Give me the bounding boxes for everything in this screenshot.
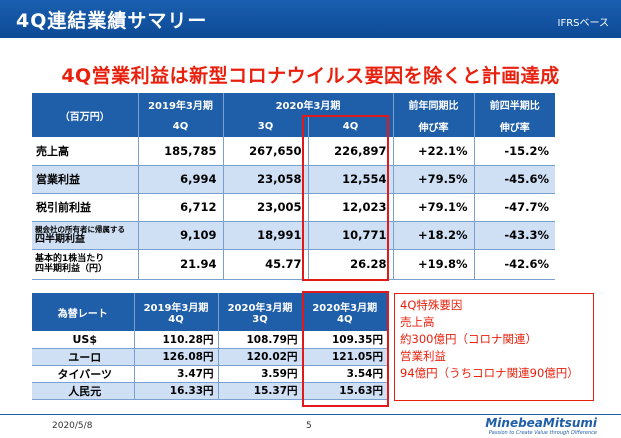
cell-value: 23,005 (222, 193, 308, 222)
cell-value: +22.1% (392, 137, 474, 166)
fx-table: 為替レート 2019年3月期 4Q 2020年3月期 3Q 2020年3月期 4… (32, 293, 387, 400)
fx-cell: 121.05円 (301, 348, 387, 366)
cell-value: 10,771 (307, 221, 393, 250)
row-label-line2: 四半期利益（円） (35, 264, 108, 274)
qoq-subheader: 伸び率 (473, 115, 555, 137)
title-bar: 4Q連結業績サマリー IFRSベース (0, 0, 621, 38)
fx-cell: 3.54円 (301, 365, 387, 383)
unit-header: （百万円） (32, 93, 138, 137)
special-op-label: 営業利益 (400, 349, 446, 363)
row-label: 営業利益 (32, 165, 138, 194)
table-row: 基本的1株当たり 四半期利益（円） 21.94 45.77 26.28 +19.… (32, 249, 555, 280)
table-row: 親会社の所有者に帰属する 四半期利益 9,109 18,991 10,771 +… (32, 221, 555, 250)
results-table: （百万円） 2019年3月期 2020年3月期 前年同期比 前四半期比 4Q 3… (32, 93, 555, 280)
fy19-header: 2019年3月期 (137, 93, 223, 115)
cell-value: 45.77 (222, 249, 308, 280)
cell-value: -43.3% (473, 221, 555, 250)
yoy-header: 前年同期比 (392, 93, 474, 115)
cell-value: -42.6% (473, 249, 555, 280)
table-row: タイバーツ 3.47円 3.59円 3.54円 (32, 365, 387, 383)
fx-cell: 15.37円 (217, 382, 302, 400)
fx-row-label: タイバーツ (32, 365, 134, 383)
fx-cell: 15.63円 (301, 382, 387, 400)
table-row: US$ 110.28円 108.79円 109.35円 (32, 331, 387, 349)
fx-cell: 120.02円 (217, 348, 302, 366)
row-label-line1: 基本的1株当たり (35, 254, 105, 264)
fx-cell: 110.28円 (133, 331, 218, 349)
cell-value: 226,897 (307, 137, 393, 166)
fx-cell: 109.35円 (301, 331, 387, 349)
cell-value: 185,785 (137, 137, 223, 166)
q3-20-subheader: 3Q (222, 115, 308, 137)
fx-col1-quarter: 4Q (168, 314, 184, 325)
company-logo: MinebeaMitsumi Passion to Create Value t… (485, 416, 597, 436)
cell-value: -45.6% (473, 165, 555, 194)
row-label: 基本的1株当たり 四半期利益（円） (32, 249, 138, 280)
row-label-line2: 四半期利益 (35, 234, 85, 245)
fx-row-label: US$ (32, 331, 134, 349)
fx-cell: 3.59円 (217, 365, 302, 383)
footer-divider (0, 414, 621, 415)
cell-value: 23,058 (222, 165, 308, 194)
footer-date: 2020/5/8 (52, 421, 93, 431)
cell-value: +79.5% (392, 165, 474, 194)
fx-row-label: ユーロ (32, 348, 134, 366)
fx-col2-quarter: 3Q (252, 314, 268, 325)
special-factors-box: 4Q特殊要因 売上高 約300億円（コロナ関連） 営業利益 94億円（うちコロナ… (394, 293, 594, 401)
special-sales-value: 約300億円（コロナ関連） (400, 332, 537, 346)
special-title: 4Q特殊要因 (400, 298, 463, 312)
cell-value: -15.2% (473, 137, 555, 166)
table-row: 売上高 185,785 267,650 226,897 +22.1% -15.2… (32, 137, 555, 166)
cell-value: +79.1% (392, 193, 474, 222)
fx-col2-year: 2020年3月期 (227, 303, 293, 314)
cell-value: -47.7% (473, 193, 555, 222)
row-label-line1: 親会社の所有者に帰属する (35, 225, 125, 234)
fx-cell: 126.08円 (133, 348, 218, 366)
table-row: 人民元 16.33円 15.37円 15.63円 (32, 382, 387, 400)
row-label: 親会社の所有者に帰属する 四半期利益 (32, 221, 138, 250)
fx-col2-header: 2020年3月期 3Q (217, 293, 302, 331)
fx-col3-year: 2020年3月期 (312, 303, 378, 314)
cell-value: 12,554 (307, 165, 393, 194)
cell-value: 267,650 (222, 137, 308, 166)
headline: 4Q営業利益は新型コロナウイルス要因を除くと計画達成 (61, 65, 560, 87)
yoy-subheader: 伸び率 (392, 115, 474, 137)
table-row: 営業利益 6,994 23,058 12,554 +79.5% -45.6% (32, 165, 555, 194)
q4-19-subheader: 4Q (137, 115, 223, 137)
fx-col3-quarter: 4Q (337, 314, 353, 325)
page-number: 5 (306, 421, 312, 431)
cell-value: 6,712 (137, 193, 223, 222)
special-sales-label: 売上高 (400, 315, 435, 329)
row-label: 税引前利益 (32, 193, 138, 222)
ifrs-label: IFRSベース (557, 18, 610, 29)
page-title: 4Q連結業績サマリー (16, 10, 208, 32)
fx-col3-header: 2020年3月期 4Q (301, 293, 387, 331)
cell-value: 26.28 (307, 249, 393, 280)
cell-value: 9,109 (137, 221, 223, 250)
fy20-header: 2020年3月期 (222, 93, 393, 115)
cell-value: 12,023 (307, 193, 393, 222)
cell-value: 18,991 (222, 221, 308, 250)
fx-cell: 3.47円 (133, 365, 218, 383)
logo-tagline: Passion to Create Value through Differen… (488, 430, 597, 436)
fx-col1-year: 2019年3月期 (143, 303, 209, 314)
table-row: 税引前利益 6,712 23,005 12,023 +79.1% -47.7% (32, 193, 555, 222)
table-row: ユーロ 126.08円 120.02円 121.05円 (32, 348, 387, 366)
fx-row-label: 人民元 (32, 382, 134, 400)
row-label: 売上高 (32, 137, 138, 166)
fx-header: 為替レート (32, 293, 134, 331)
cell-value: 21.94 (137, 249, 223, 280)
cell-value: +18.2% (392, 221, 474, 250)
qoq-header: 前四半期比 (473, 93, 555, 115)
fx-cell: 16.33円 (133, 382, 218, 400)
q4-20-subheader: 4Q (307, 115, 393, 137)
logo-text: MinebeaMitsumi (485, 416, 597, 430)
cell-value: +19.8% (392, 249, 474, 280)
fx-cell: 108.79円 (217, 331, 302, 349)
cell-value: 6,994 (137, 165, 223, 194)
fx-col1-header: 2019年3月期 4Q (133, 293, 218, 331)
special-op-value: 94億円（うちコロナ関連90億円） (400, 366, 579, 380)
